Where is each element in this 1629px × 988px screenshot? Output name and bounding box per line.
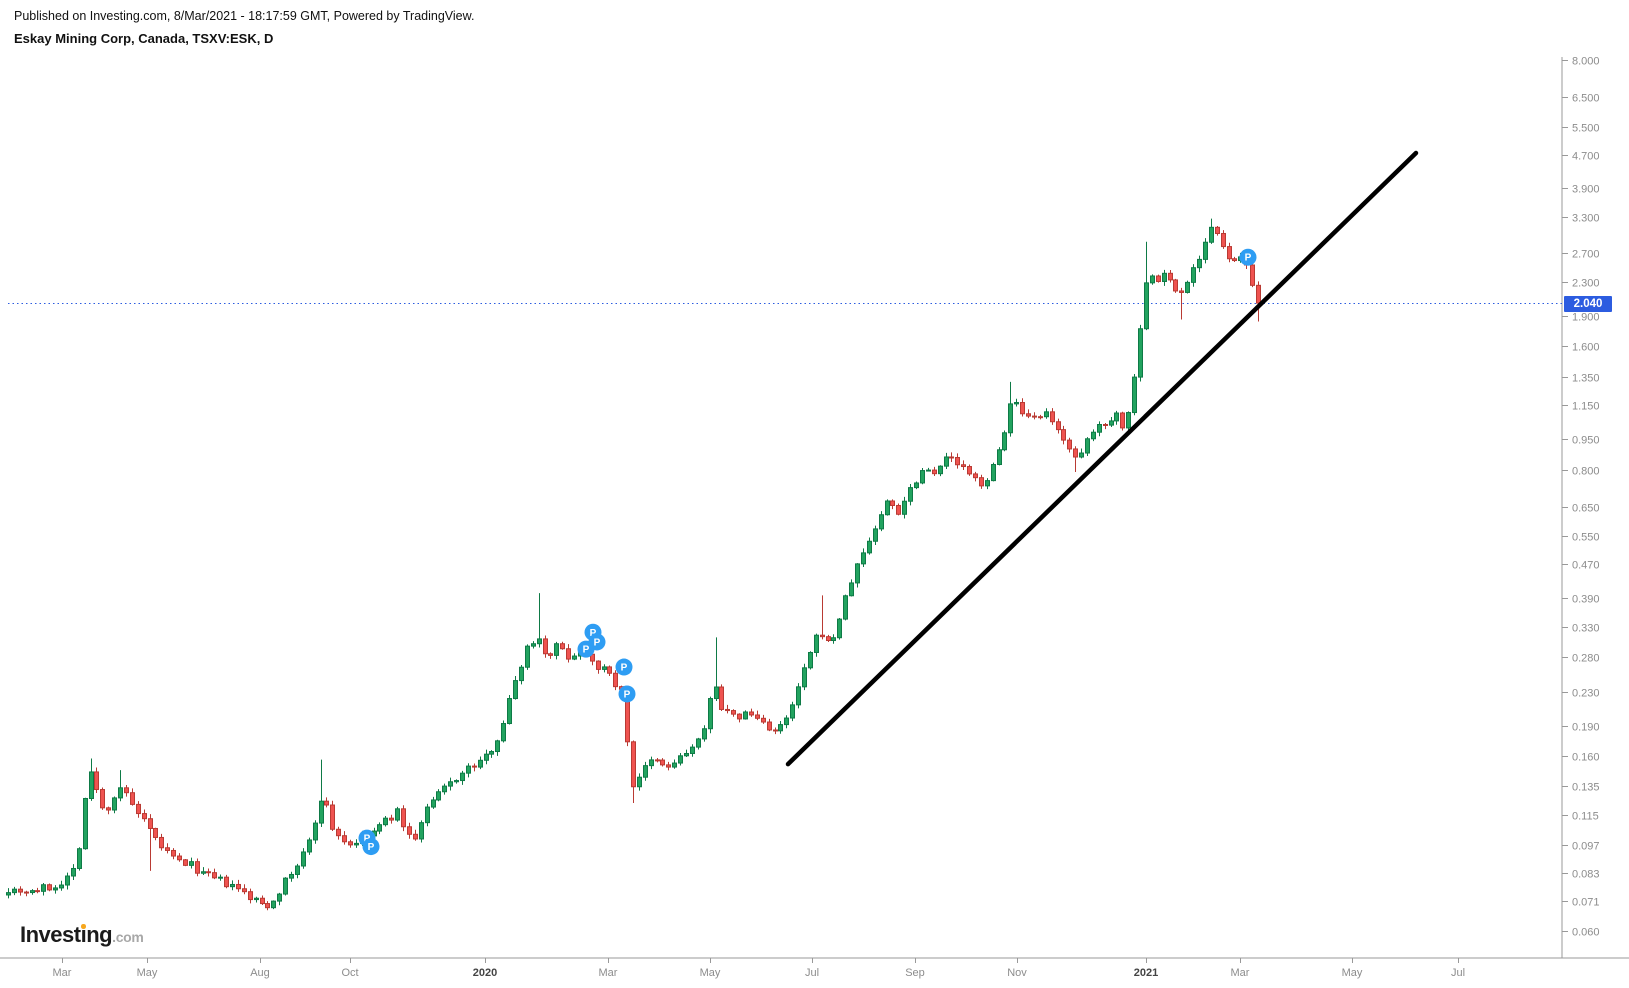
svg-text:5.500: 5.500 (1572, 123, 1600, 135)
svg-text:Nov: Nov (1007, 967, 1027, 979)
svg-text:0.470: 0.470 (1572, 560, 1600, 572)
y-axis: 8.000 6.500 5.500 4.700 3.900 3.300 2.700 2.300… (1562, 56, 1600, 939)
svg-text:Jul: Jul (1451, 967, 1465, 979)
svg-text:4.700: 4.700 (1572, 151, 1600, 163)
svg-text:P: P (583, 645, 590, 656)
svg-text:0.160: 0.160 (1572, 752, 1600, 764)
published-line: Published on Investing.com, 8/Mar/2021 -… (14, 9, 475, 23)
svg-text:P: P (590, 628, 597, 639)
svg-text:Mar: Mar (53, 967, 72, 979)
svg-text:Oct: Oct (341, 967, 358, 979)
svg-text:3.900: 3.900 (1572, 184, 1600, 196)
p-marker: P (618, 685, 636, 703)
svg-text:0.230: 0.230 (1572, 688, 1600, 700)
axis-frame (0, 57, 1629, 959)
svg-text:0.190: 0.190 (1572, 722, 1600, 734)
investing-logo: Investı ng.com (20, 922, 144, 948)
logo-orange-dot (81, 924, 86, 929)
svg-text:May: May (1342, 967, 1363, 979)
p-marker: P (1239, 248, 1257, 266)
svg-text:P: P (624, 689, 631, 700)
logo-suffix: .com (112, 929, 144, 945)
svg-text:8.000: 8.000 (1572, 56, 1600, 68)
p-marker: P (362, 838, 380, 856)
svg-text:0.800: 0.800 (1572, 466, 1600, 478)
trend-line (785, 150, 1419, 767)
candles (6, 218, 1261, 911)
svg-text:Aug: Aug (250, 967, 270, 979)
current-price-label: 2.040 (1564, 295, 1612, 312)
svg-text:1.150: 1.150 (1572, 401, 1600, 413)
instrument-title: Eskay Mining Corp, Canada, TSXV:ESK, D (14, 31, 274, 46)
svg-text:P: P (1245, 253, 1252, 264)
svg-text:P: P (368, 842, 375, 853)
svg-text:1.350: 1.350 (1572, 373, 1600, 385)
svg-text:Jul: Jul (805, 967, 819, 979)
svg-text:May: May (700, 967, 721, 979)
p-marker: P (615, 658, 633, 676)
svg-text:0.950: 0.950 (1572, 435, 1600, 447)
svg-text:0.550: 0.550 (1572, 532, 1600, 544)
svg-text:2020: 2020 (473, 967, 497, 979)
svg-text:2021: 2021 (1134, 967, 1158, 979)
x-axis: Mar May Aug Oct 2020 Mar May Jul Sep Nov 2021 Mar Ma… (53, 958, 1465, 979)
svg-text:Mar: Mar (599, 967, 618, 979)
svg-text:Mar: Mar (1231, 967, 1250, 979)
svg-text:0.650: 0.650 (1572, 503, 1600, 515)
svg-text:Sep: Sep (905, 967, 925, 979)
svg-text:0.280: 0.280 (1572, 653, 1600, 665)
svg-text:P: P (621, 663, 628, 674)
p-markers: PPPPPPPP (358, 248, 1257, 856)
svg-text:0.060: 0.060 (1572, 927, 1600, 939)
svg-text:3.300: 3.300 (1572, 213, 1600, 225)
svg-text:0.083: 0.083 (1572, 869, 1600, 881)
p-marker: P (577, 640, 595, 658)
svg-text:1.600: 1.600 (1572, 342, 1600, 354)
svg-text:1.900: 1.900 (1572, 312, 1600, 324)
svg-text:P: P (594, 637, 601, 648)
logo-text: Investı ng (20, 922, 113, 947)
svg-text:0.071: 0.071 (1572, 897, 1600, 909)
svg-text:0.390: 0.390 (1572, 594, 1600, 606)
svg-text:6.500: 6.500 (1572, 93, 1600, 105)
svg-text:2.700: 2.700 (1572, 249, 1600, 261)
svg-text:0.135: 0.135 (1572, 782, 1600, 794)
svg-text:0.115: 0.115 (1572, 811, 1599, 823)
svg-text:2.300: 2.300 (1572, 278, 1600, 290)
svg-text:May: May (137, 967, 158, 979)
svg-text:0.330: 0.330 (1572, 623, 1600, 635)
svg-text:0.097: 0.097 (1572, 841, 1600, 853)
